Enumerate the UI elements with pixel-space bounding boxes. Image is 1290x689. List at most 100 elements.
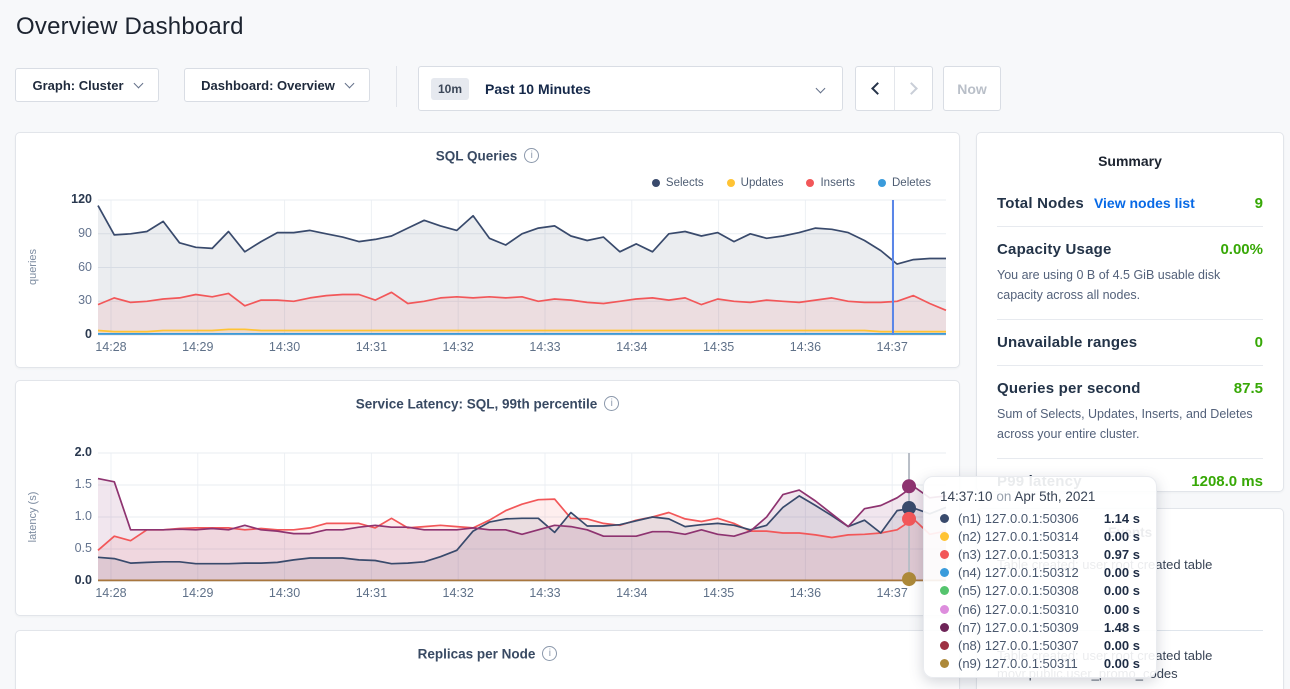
tooltip-row: (n3) 127.0.0.1:503130.97 s: [940, 545, 1140, 563]
info-icon[interactable]: i: [604, 396, 619, 411]
info-icon[interactable]: i: [542, 646, 557, 661]
y-tick: 0: [85, 327, 92, 341]
summary-label: Unavailable ranges: [997, 334, 1137, 351]
y-axis-ticks: 0306090120: [44, 200, 92, 335]
chevron-left-icon: [871, 82, 884, 95]
summary-label: Total Nodes: [997, 195, 1084, 212]
legend-label: Deletes: [892, 177, 931, 189]
x-tick: 14:31: [356, 340, 387, 354]
view-nodes-list-link[interactable]: View nodes list: [1094, 195, 1195, 211]
divider: [396, 66, 397, 107]
info-icon[interactable]: i: [524, 148, 539, 163]
now-button[interactable]: Now: [943, 66, 1001, 111]
chart-header: Service Latency: SQL, 99th percentilei: [16, 395, 959, 413]
node-color-dot-icon: [940, 568, 949, 577]
node-color-dot-icon: [940, 641, 949, 650]
dashboard-dropdown[interactable]: Dashboard: Overview: [184, 68, 370, 102]
legend-dot-icon: [727, 179, 735, 187]
node-address: (n6) 127.0.0.1:50310: [958, 602, 1104, 617]
summary-value: 9: [1255, 195, 1263, 212]
node-color-dot-icon: [940, 659, 949, 668]
y-axis-label: latency (s): [27, 447, 41, 587]
legend-dot-icon: [806, 179, 814, 187]
x-tick: 14:35: [703, 340, 734, 354]
node-address: (n5) 127.0.0.1:50308: [958, 583, 1104, 598]
legend-item: Inserts: [806, 177, 855, 189]
summary-description: Sum of Selects, Updates, Inserts, and De…: [997, 404, 1263, 444]
y-tick: 0.0: [75, 573, 92, 587]
tooltip-row: (n5) 127.0.0.1:503080.00 s: [940, 582, 1140, 600]
node-latency-value: 0.00 s: [1104, 529, 1140, 544]
summary-value: 0.00%: [1220, 241, 1263, 258]
time-range-arrows: [855, 66, 933, 111]
sql-queries-plot[interactable]: [98, 200, 946, 335]
tooltip-on: on: [996, 489, 1011, 504]
sql-queries-chart-card: SQL Queriesi SelectsUpdatesInsertsDelete…: [15, 132, 960, 368]
y-tick: 90: [78, 226, 92, 240]
y-tick: 0.5: [75, 541, 92, 555]
chart-header: SQL Queriesi: [16, 147, 959, 165]
node-address: (n4) 127.0.0.1:50312: [958, 565, 1104, 580]
node-latency-value: 0.00 s: [1104, 565, 1140, 580]
chart-header: Replicas per Nodei: [16, 645, 959, 663]
overview-dashboard-page: Overview Dashboard Graph: Cluster Dashbo…: [0, 0, 1290, 689]
x-tick: 14:34: [616, 340, 647, 354]
y-tick: 30: [78, 293, 92, 307]
x-tick: 14:29: [182, 586, 213, 600]
node-address: (n2) 127.0.0.1:50314: [958, 529, 1104, 544]
legend-label: Selects: [666, 177, 704, 189]
service-latency-chart-card: Service Latency: SQL, 99th percentilei l…: [15, 380, 960, 616]
legend-dot-icon: [652, 179, 660, 187]
summary-label: Capacity Usage: [997, 241, 1112, 258]
node-latency-value: 1.14 s: [1104, 511, 1140, 526]
tooltip-date: Apr 5th, 2021: [1014, 489, 1095, 504]
chart-legend: SelectsUpdatesInsertsDeletes: [652, 177, 931, 189]
summary-row-total-nodes: Total Nodes View nodes list 9: [997, 195, 1263, 212]
legend-label: Inserts: [820, 177, 855, 189]
time-range-label: Past 10 Minutes: [485, 81, 591, 97]
y-tick: 120: [71, 192, 92, 206]
x-tick: 14:28: [95, 586, 126, 600]
replicas-per-node-chart-card: Replicas per Nodei: [15, 630, 960, 689]
node-color-dot-icon: [940, 623, 949, 632]
x-tick: 14:31: [356, 586, 387, 600]
y-tick: 1.5: [75, 477, 92, 491]
node-address: (n7) 127.0.0.1:50309: [958, 620, 1104, 635]
x-tick: 14:33: [529, 586, 560, 600]
x-tick: 14:36: [790, 340, 821, 354]
summary-panel: Summary Total Nodes View nodes list 9 Ca…: [976, 132, 1284, 492]
node-color-dot-icon: [940, 532, 949, 541]
legend-dot-icon: [878, 179, 886, 187]
summary-row-queries-per-second: Queries per second 87.5: [997, 380, 1263, 397]
node-latency-value: 0.00 s: [1104, 638, 1140, 653]
node-latency-value: 1.48 s: [1104, 620, 1140, 635]
node-address: (n8) 127.0.0.1:50307: [958, 638, 1104, 653]
prev-range-button[interactable]: [856, 67, 894, 110]
node-color-dot-icon: [940, 586, 949, 595]
chevron-right-icon: [905, 82, 918, 95]
x-tick: 14:37: [877, 586, 908, 600]
node-latency-value: 0.00 s: [1104, 583, 1140, 598]
summary-title: Summary: [997, 153, 1263, 169]
tooltip-row: (n2) 127.0.0.1:503140.00 s: [940, 527, 1140, 545]
service-latency-plot[interactable]: [98, 453, 946, 581]
chart-hover-tooltip: 14:37:10 on Apr 5th, 2021 (n1) 127.0.0.1…: [923, 476, 1157, 678]
x-tick: 14:29: [182, 340, 213, 354]
x-tick: 14:37: [877, 340, 908, 354]
tooltip-row: (n6) 127.0.0.1:503100.00 s: [940, 600, 1140, 618]
node-address: (n9) 127.0.0.1:50311: [958, 656, 1104, 671]
tooltip-time: 14:37:10: [940, 489, 993, 504]
tooltip-row: (n8) 127.0.0.1:503070.00 s: [940, 636, 1140, 654]
tooltip-row: (n7) 127.0.0.1:503091.48 s: [940, 618, 1140, 636]
time-range-selector[interactable]: 10m Past 10 Minutes: [418, 66, 843, 111]
next-range-button[interactable]: [894, 67, 932, 110]
node-address: (n1) 127.0.0.1:50306: [958, 511, 1104, 526]
tooltip-timestamp: 14:37:10 on Apr 5th, 2021: [940, 489, 1140, 504]
x-axis-ticks: 14:2814:2914:3014:3114:3214:3314:3414:35…: [98, 586, 946, 602]
tooltip-row: (n9) 127.0.0.1:503110.00 s: [940, 655, 1140, 673]
x-tick: 14:28: [95, 340, 126, 354]
legend-item: Selects: [652, 177, 704, 189]
graph-dropdown[interactable]: Graph: Cluster: [15, 68, 159, 102]
y-axis-label: queries: [27, 197, 41, 337]
node-latency-value: 0.00 s: [1104, 602, 1140, 617]
